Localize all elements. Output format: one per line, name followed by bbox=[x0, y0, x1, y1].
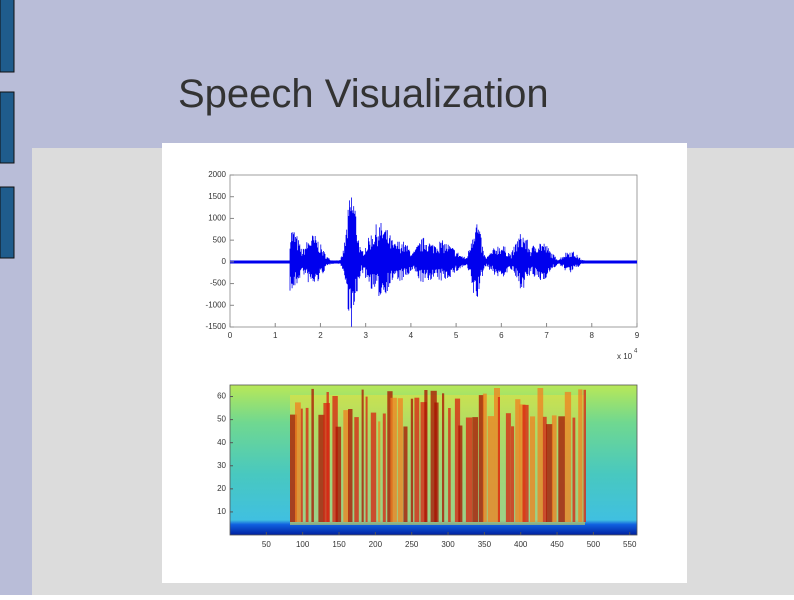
y-tick-label: 2000 bbox=[208, 170, 226, 179]
energy-band bbox=[420, 402, 427, 522]
energy-band bbox=[390, 397, 397, 522]
y-tick-label: 60 bbox=[217, 392, 226, 401]
x-tick-label: 1 bbox=[273, 331, 278, 340]
energy-band bbox=[378, 421, 381, 522]
y-tick-label: -1000 bbox=[206, 300, 227, 309]
energy-band bbox=[348, 409, 353, 522]
energy-band bbox=[537, 388, 544, 522]
spectrogram-frame bbox=[229, 384, 638, 536]
energy-band bbox=[335, 426, 342, 522]
y-tick-label: -1500 bbox=[206, 322, 227, 331]
x-tick-label: 350 bbox=[478, 540, 492, 549]
energy-band bbox=[497, 397, 500, 522]
waveform bbox=[230, 197, 637, 327]
x-multiplier: x 10 bbox=[617, 352, 633, 361]
x-tick-label: 150 bbox=[332, 540, 346, 549]
energy-band bbox=[430, 390, 437, 522]
slide-title: Speech Visualization bbox=[178, 72, 549, 116]
energy-band bbox=[458, 425, 463, 522]
x-tick-label: 400 bbox=[514, 540, 528, 549]
y-tick-label: 50 bbox=[217, 415, 226, 424]
energy-band bbox=[442, 393, 445, 522]
energy-band bbox=[572, 417, 576, 522]
energy-band bbox=[472, 417, 479, 522]
y-tick-label: 1500 bbox=[208, 192, 226, 201]
energy-band bbox=[530, 416, 536, 522]
energy-band bbox=[295, 402, 301, 522]
energy-band bbox=[578, 389, 583, 522]
x-tick-label: 200 bbox=[369, 540, 383, 549]
energy-band bbox=[290, 414, 297, 522]
energy-band bbox=[454, 398, 461, 522]
x-tick-label: 450 bbox=[550, 540, 564, 549]
energy-band bbox=[434, 402, 439, 522]
energy-band bbox=[382, 413, 386, 522]
y-tick-label: 10 bbox=[217, 507, 226, 516]
energy-band bbox=[410, 398, 414, 522]
energy-band bbox=[478, 395, 484, 522]
x-tick-label: 500 bbox=[587, 540, 601, 549]
energy-band bbox=[397, 398, 403, 522]
energy-band bbox=[515, 399, 521, 522]
x-tick-label: 2 bbox=[318, 331, 323, 340]
energy-band bbox=[326, 392, 329, 522]
x-tick-label: 0 bbox=[228, 331, 233, 340]
y-tick-label: 20 bbox=[217, 484, 226, 493]
energy-band bbox=[494, 388, 500, 522]
y-tick-label: 40 bbox=[217, 438, 226, 447]
energy-band bbox=[387, 391, 393, 522]
energy-band bbox=[343, 410, 349, 522]
energy-band bbox=[448, 408, 451, 522]
x-tick-label: 4 bbox=[409, 331, 414, 340]
x-tick-label: 300 bbox=[441, 540, 455, 549]
energy-band bbox=[465, 417, 473, 522]
energy-band bbox=[365, 396, 368, 522]
energy-band bbox=[354, 417, 359, 522]
energy-band bbox=[505, 413, 511, 522]
x-tick-label: 7 bbox=[544, 331, 549, 340]
energy-band bbox=[414, 397, 420, 522]
energy-band bbox=[305, 407, 309, 522]
energy-band bbox=[332, 396, 338, 522]
x-tick-label: 50 bbox=[262, 540, 271, 549]
waveform-signal bbox=[289, 197, 586, 327]
energy-band bbox=[583, 389, 586, 522]
side-tab bbox=[0, 91, 15, 164]
energy-band bbox=[424, 390, 428, 522]
y-tick-label: -500 bbox=[210, 279, 227, 288]
spectrogram bbox=[229, 384, 638, 536]
x-tick-label: 5 bbox=[454, 331, 459, 340]
x-tick-label: 250 bbox=[405, 540, 419, 549]
energy-band bbox=[522, 404, 529, 522]
energy-band bbox=[511, 426, 515, 522]
side-tab bbox=[0, 186, 15, 259]
energy-band bbox=[318, 414, 325, 522]
energy-band bbox=[542, 416, 547, 522]
energy-band bbox=[370, 412, 377, 522]
energy-band bbox=[361, 389, 364, 522]
x-tick-label: 100 bbox=[296, 540, 310, 549]
y-tick-label: 0 bbox=[222, 257, 227, 266]
energy-band bbox=[551, 415, 557, 522]
x-tick-label: 9 bbox=[635, 331, 640, 340]
x-tick-label: 550 bbox=[623, 540, 637, 549]
energy-band bbox=[482, 393, 487, 522]
side-tab bbox=[0, 0, 15, 73]
x-tick-label: 3 bbox=[363, 331, 368, 340]
energy-band bbox=[311, 388, 314, 522]
y-tick-label: 500 bbox=[213, 235, 227, 244]
energy-band bbox=[403, 426, 408, 522]
energy-band bbox=[546, 424, 553, 522]
x-exponent: 4 bbox=[634, 349, 638, 355]
x-tick-label: 6 bbox=[499, 331, 504, 340]
y-tick-label: 30 bbox=[217, 461, 226, 470]
x-tick-label: 8 bbox=[590, 331, 595, 340]
y-tick-label: 1000 bbox=[208, 214, 226, 223]
energy-band bbox=[558, 416, 565, 522]
energy-band bbox=[519, 404, 526, 522]
energy-band bbox=[487, 416, 495, 522]
energy-band bbox=[564, 391, 572, 522]
energy-band bbox=[300, 408, 303, 522]
